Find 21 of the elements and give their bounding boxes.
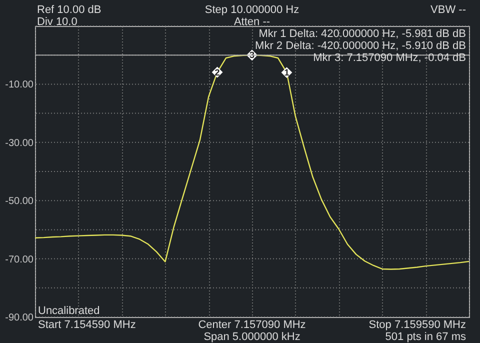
- y-tick-label: -70.00: [5, 254, 34, 266]
- text: Stop 7.159590 MHz: [368, 319, 466, 331]
- text: Center 7.157090 MHz: [198, 319, 306, 331]
- y-tick-label: -10.00: [5, 80, 34, 91]
- text: Step 10.000000 Hz: [204, 4, 300, 16]
- annotation: Atten --: [234, 16, 270, 28]
- text: 501 pts in 67 ms: [385, 331, 466, 343]
- annotation: Uncalibrated: [38, 305, 100, 317]
- y-tick-label: -30.00: [5, 138, 34, 149]
- series-label: 2: [214, 67, 220, 78]
- annotation: Mkr 2 Delta: -420.000000 Hz, -5.910 dB dB: [255, 40, 466, 52]
- text: VBW --: [430, 4, 466, 16]
- series-label: 1: [284, 68, 290, 78]
- annotation: Mkr 3: 7.157090 MHz, -0.04 dB: [313, 52, 466, 64]
- text: Span 5.000000 kHz: [204, 331, 300, 343]
- text: Start 7.154590 MHz: [38, 319, 136, 331]
- y-tick-label: -90.00: [5, 312, 34, 324]
- text: Ref 10.00 dB: [37, 4, 102, 16]
- annotation: Div 10.0: [37, 16, 78, 28]
- annotation: Mkr 1 Delta: 420.000000 Hz, -5.981 dB dB: [258, 28, 466, 40]
- y-tick-label: -50.00: [5, 196, 34, 208]
